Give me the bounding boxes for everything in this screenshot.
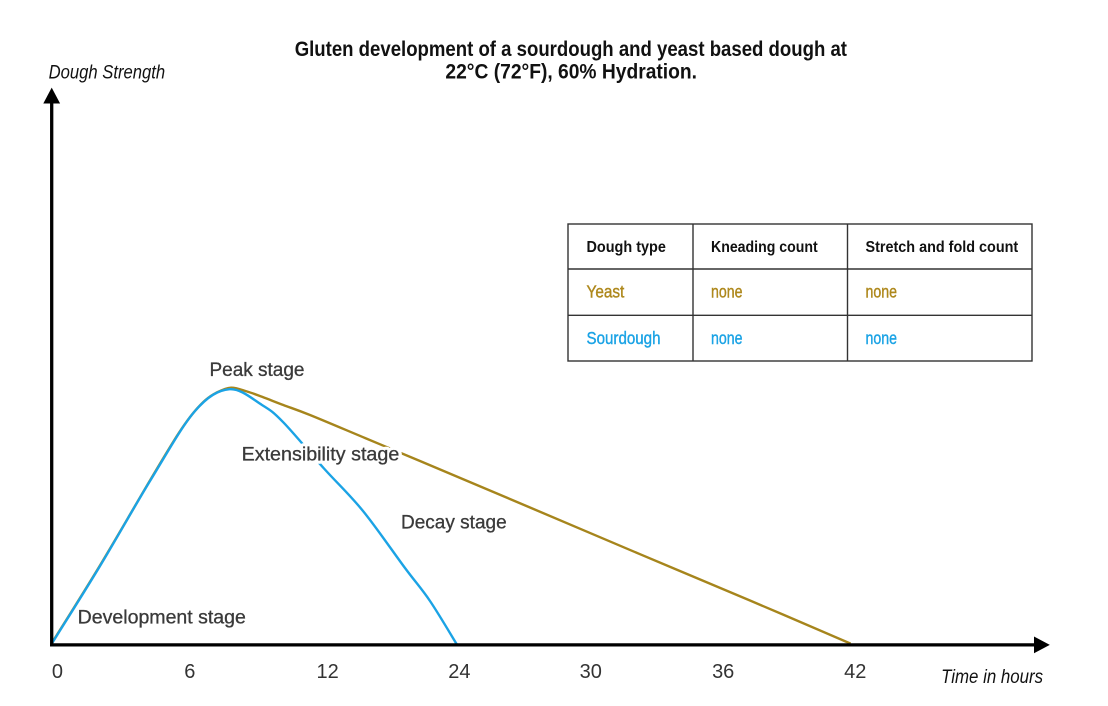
svg-text:0: 0 (52, 661, 63, 683)
svg-text:Decay stage: Decay stage (401, 513, 507, 534)
svg-text:Kneading count: Kneading count (711, 239, 818, 256)
svg-text:Stretch and fold count: Stretch and fold count (866, 239, 1019, 256)
svg-text:36: 36 (712, 661, 734, 683)
svg-text:6: 6 (184, 661, 195, 683)
svg-text:12: 12 (316, 661, 338, 683)
svg-text:30: 30 (580, 661, 602, 683)
svg-text:Dough type: Dough type (587, 239, 666, 256)
svg-text:Extensibility stage: Extensibility stage (242, 445, 400, 466)
svg-text:none: none (866, 282, 898, 302)
svg-text:Peak stage: Peak stage (210, 360, 305, 381)
svg-text:42: 42 (844, 661, 866, 683)
svg-text:Dough Strength: Dough Strength (49, 62, 166, 83)
svg-text:24: 24 (448, 661, 470, 683)
svg-text:none: none (866, 328, 898, 348)
svg-text:Yeast: Yeast (587, 282, 625, 302)
svg-text:Sourdough: Sourdough (587, 328, 661, 348)
svg-text:Gluten development of a sourdo: Gluten development of a sourdough and ye… (295, 38, 847, 61)
svg-text:Extensibility stage: Extensibility stage (242, 445, 400, 466)
svg-text:Time in hours: Time in hours (941, 667, 1043, 688)
svg-text:Development stage: Development stage (78, 607, 246, 628)
svg-text:22°C (72°F), 60% Hydration.: 22°C (72°F), 60% Hydration. (445, 60, 697, 83)
svg-text:none: none (711, 282, 743, 302)
svg-text:none: none (711, 328, 743, 348)
